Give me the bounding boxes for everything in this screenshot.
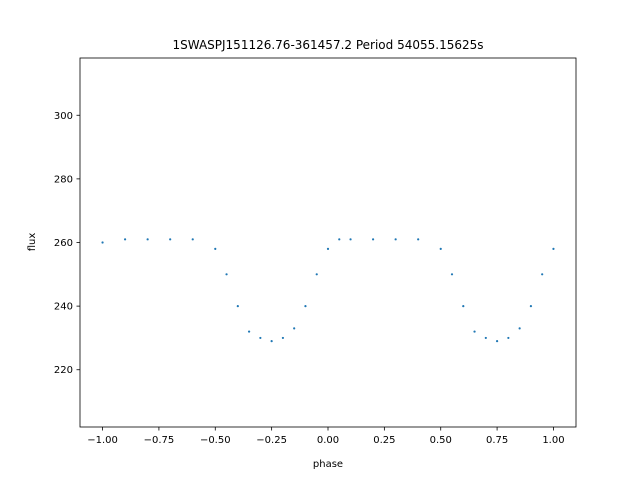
y-tick-label: 240 <box>54 302 73 313</box>
x-tick-label: −0.25 <box>256 435 287 446</box>
data-point <box>169 238 172 241</box>
x-tick-label: −0.75 <box>144 435 175 446</box>
x-tick-label: −1.00 <box>87 435 118 446</box>
data-point <box>518 327 521 330</box>
data-point <box>214 247 217 250</box>
data-point <box>281 336 285 340</box>
data-point <box>552 247 555 250</box>
data-point <box>225 273 228 276</box>
data-point <box>507 336 510 340</box>
data-point <box>473 330 476 333</box>
x-tick-label: 0.75 <box>486 435 508 446</box>
data-point <box>439 247 442 250</box>
data-point <box>304 305 307 308</box>
x-axis-label: phase <box>313 459 343 470</box>
data-point <box>484 336 487 340</box>
x-tick-label: 0.00 <box>317 435 339 446</box>
data-point <box>270 340 273 343</box>
data-point <box>450 273 454 276</box>
y-axis: 220 240 260 280 300 <box>54 111 80 376</box>
data-point <box>349 238 352 241</box>
data-point <box>371 238 375 241</box>
data-point <box>541 273 544 276</box>
x-tick-label: 0.50 <box>430 435 452 446</box>
data-point <box>529 305 533 308</box>
data-point <box>326 247 330 250</box>
y-tick-label: 260 <box>54 238 73 249</box>
y-tick-label: 220 <box>54 365 73 376</box>
chart-title: 1SWASPJ151126.76-361457.2 Period 54055.1… <box>172 38 483 52</box>
data-point <box>417 238 420 241</box>
data-point <box>259 336 262 340</box>
data-point <box>123 238 127 241</box>
data-point <box>247 330 251 333</box>
data-point <box>315 273 318 276</box>
data-point <box>236 305 239 308</box>
x-tick-label: 0.25 <box>373 435 395 446</box>
x-axis: −1.00 −0.75 −0.50 −0.25 0.00 0.25 0.50 0.75 1.00 <box>87 427 565 446</box>
x-tick-label: 1.00 <box>542 435 564 446</box>
y-axis-label: flux <box>27 233 38 252</box>
data-point <box>462 305 465 308</box>
data-point <box>338 238 341 241</box>
x-tick-label: −0.50 <box>200 435 231 446</box>
data-point <box>394 238 397 241</box>
data-point <box>191 238 194 241</box>
data-point <box>101 241 104 244</box>
y-tick-label: 280 <box>54 174 73 185</box>
data-point <box>146 238 149 241</box>
data-points <box>101 238 555 343</box>
data-point <box>495 340 499 343</box>
data-point <box>293 327 296 330</box>
y-tick-label: 300 <box>54 111 73 122</box>
